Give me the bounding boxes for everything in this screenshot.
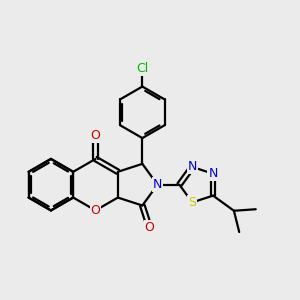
Text: N: N: [208, 167, 218, 180]
Text: N: N: [153, 178, 162, 191]
Text: O: O: [91, 204, 100, 217]
Text: O: O: [145, 221, 154, 234]
Text: O: O: [91, 129, 100, 142]
Text: Cl: Cl: [136, 62, 148, 75]
Text: S: S: [188, 196, 196, 209]
Text: N: N: [188, 160, 197, 173]
